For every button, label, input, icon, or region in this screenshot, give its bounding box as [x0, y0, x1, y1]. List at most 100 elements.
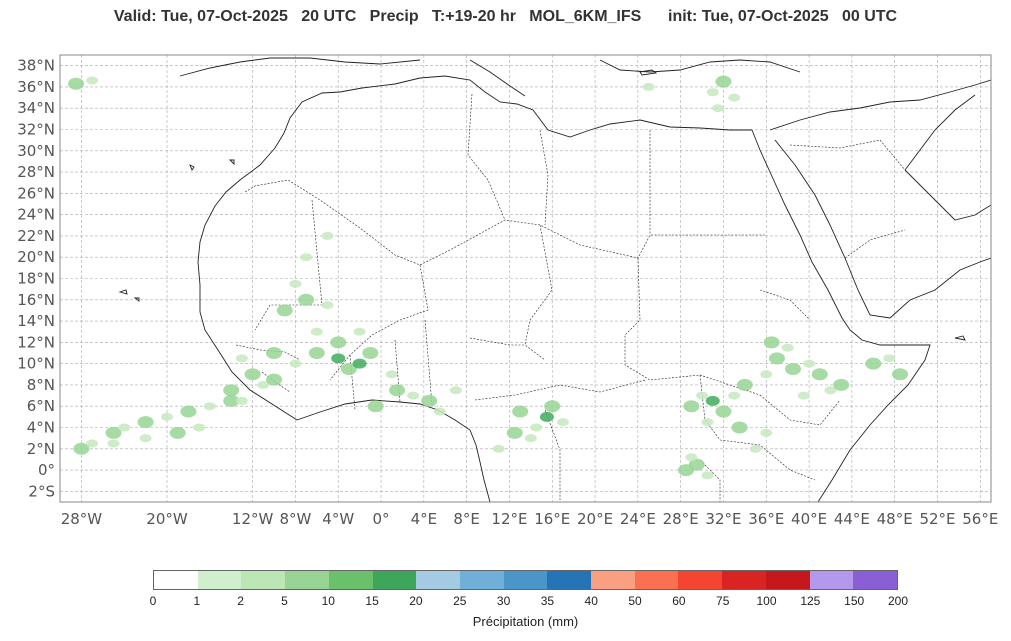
lon-tick-label: 4°E: [411, 510, 438, 528]
precip-cell: [139, 434, 152, 443]
colorbar-tick: 2: [237, 594, 244, 608]
colorbar-tick: 30: [496, 594, 511, 608]
country-borders: [235, 93, 906, 502]
precip-cell: [492, 444, 505, 453]
lon-tick-label: 28°E: [663, 510, 699, 528]
lon-tick-label: 24°E: [620, 510, 656, 528]
colorbar-tick: 75: [716, 594, 730, 608]
colorbar-tick: 10: [321, 594, 335, 608]
lat-tick-label: 18°N: [17, 270, 55, 288]
precip-cell: [433, 407, 446, 416]
precip-cell: [763, 336, 780, 349]
lon-tick-label: 12°E: [491, 510, 527, 528]
precip-cell: [712, 104, 725, 113]
precip-cell: [310, 327, 323, 336]
precip-cell: [308, 347, 325, 359]
precip-cell: [833, 378, 850, 391]
precip-cell: [266, 347, 283, 359]
lon-tick-label: 16°E: [534, 510, 570, 528]
longitude-labels: 28°W 20°W 12°W 8°W 4°W 0° 4°E 8°E 12°E 16°E 20°E 24…: [61, 510, 999, 528]
precip-cell: [824, 386, 837, 395]
precip-cell: [892, 368, 909, 381]
lon-tick-label: 20°W: [146, 510, 188, 528]
precip-cell: [298, 293, 315, 306]
lat-tick-label: 36°N: [17, 78, 55, 96]
colorbar-tick: 100: [756, 594, 777, 608]
precip-cell: [421, 394, 438, 407]
precipitation-map: 38°N 36°N 34°N 32°N 30°N 28°N 26°N 24°N 22°N 20°N…: [17, 54, 999, 528]
precip-cell: [352, 358, 367, 369]
precip-cell: [86, 76, 99, 85]
lon-tick-label: 8°W: [279, 510, 311, 528]
precip-cell: [385, 370, 398, 379]
precip-cell: [161, 412, 174, 421]
precip-cell: [449, 386, 462, 395]
colorbar-segment: [809, 571, 854, 589]
precip-cell: [407, 391, 420, 400]
precip-cell: [768, 352, 785, 365]
precip-cell: [73, 442, 90, 455]
colorbar-segment: [591, 571, 635, 589]
lon-tick-label: 0°: [373, 510, 390, 528]
colorbar-segment: [241, 571, 286, 589]
precip-cell: [715, 405, 732, 418]
precip-cell: [86, 439, 99, 448]
lat-tick-label: 30°N: [17, 142, 55, 160]
coastline: [118, 57, 991, 502]
lat-tick-label: 34°N: [17, 99, 55, 117]
precip-cell: [203, 402, 216, 411]
precip-cell: [266, 373, 283, 386]
colorbar-segment: [503, 571, 548, 589]
precip-cell: [235, 396, 248, 405]
precip-cell: [105, 426, 122, 439]
precip-cell: [736, 378, 753, 391]
colorbar-tick: 50: [628, 594, 642, 608]
lat-tick-label: 0°: [38, 461, 55, 479]
colorbar-segment: [678, 571, 723, 589]
precip-cell: [760, 370, 773, 379]
precip-cell: [701, 471, 714, 480]
precip-cell: [797, 391, 810, 400]
colorbar-tick: 40: [584, 594, 598, 608]
lon-tick-label: 52°E: [919, 510, 955, 528]
colorbar-label: Précipitation (mm): [472, 614, 579, 629]
precip-cell: [715, 75, 732, 88]
latitude-labels: 38°N 36°N 34°N 32°N 30°N 28°N 26°N 24°N 22°N 20°N…: [17, 57, 55, 501]
precip-cell: [223, 394, 240, 407]
precip-cell: [276, 304, 293, 317]
lon-tick-label: 56°E: [962, 510, 998, 528]
precipitation-colorbar: [153, 570, 898, 590]
colorbar-segment: [853, 571, 897, 589]
lat-tick-label: 26°N: [17, 184, 55, 202]
precip-cell: [785, 362, 802, 375]
precip-cell: [300, 253, 313, 262]
colorbar-segment: [634, 571, 679, 589]
colorbar-tick: 0: [149, 594, 157, 608]
lat-tick-label: 16°N: [17, 291, 55, 309]
lat-tick-label: 28°N: [17, 163, 55, 181]
lat-tick-label: 2°N: [27, 440, 55, 458]
lat-tick-label: 2°S: [28, 482, 55, 500]
lat-tick-label: 20°N: [17, 248, 55, 266]
precip-cell: [701, 418, 714, 427]
lon-tick-label: 28°W: [61, 510, 103, 528]
lon-tick-label: 32°E: [705, 510, 741, 528]
precip-cell: [685, 453, 698, 462]
colorbar-segment: [416, 571, 460, 589]
precip-cell: [803, 359, 816, 368]
map-title: Valid: Tue, 07-Oct-2025 20 UTC Precip T:…: [113, 8, 898, 25]
precip-cell: [705, 395, 720, 406]
colorbar-tick: 60: [672, 594, 686, 608]
lon-tick-label: 44°E: [834, 510, 870, 528]
precip-cell: [811, 368, 828, 381]
colorbar-segment: [328, 571, 373, 589]
lat-tick-label: 10°N: [17, 355, 55, 373]
precip-cell: [728, 391, 741, 400]
precip-cell: [257, 380, 270, 389]
precip-cell: [137, 416, 154, 429]
lon-tick-label: 4°W: [322, 510, 354, 528]
colorbar-segment: [372, 571, 417, 589]
precip-cell: [883, 354, 896, 363]
precip-cell: [389, 384, 406, 397]
colorbar-tick: 20: [409, 594, 423, 608]
